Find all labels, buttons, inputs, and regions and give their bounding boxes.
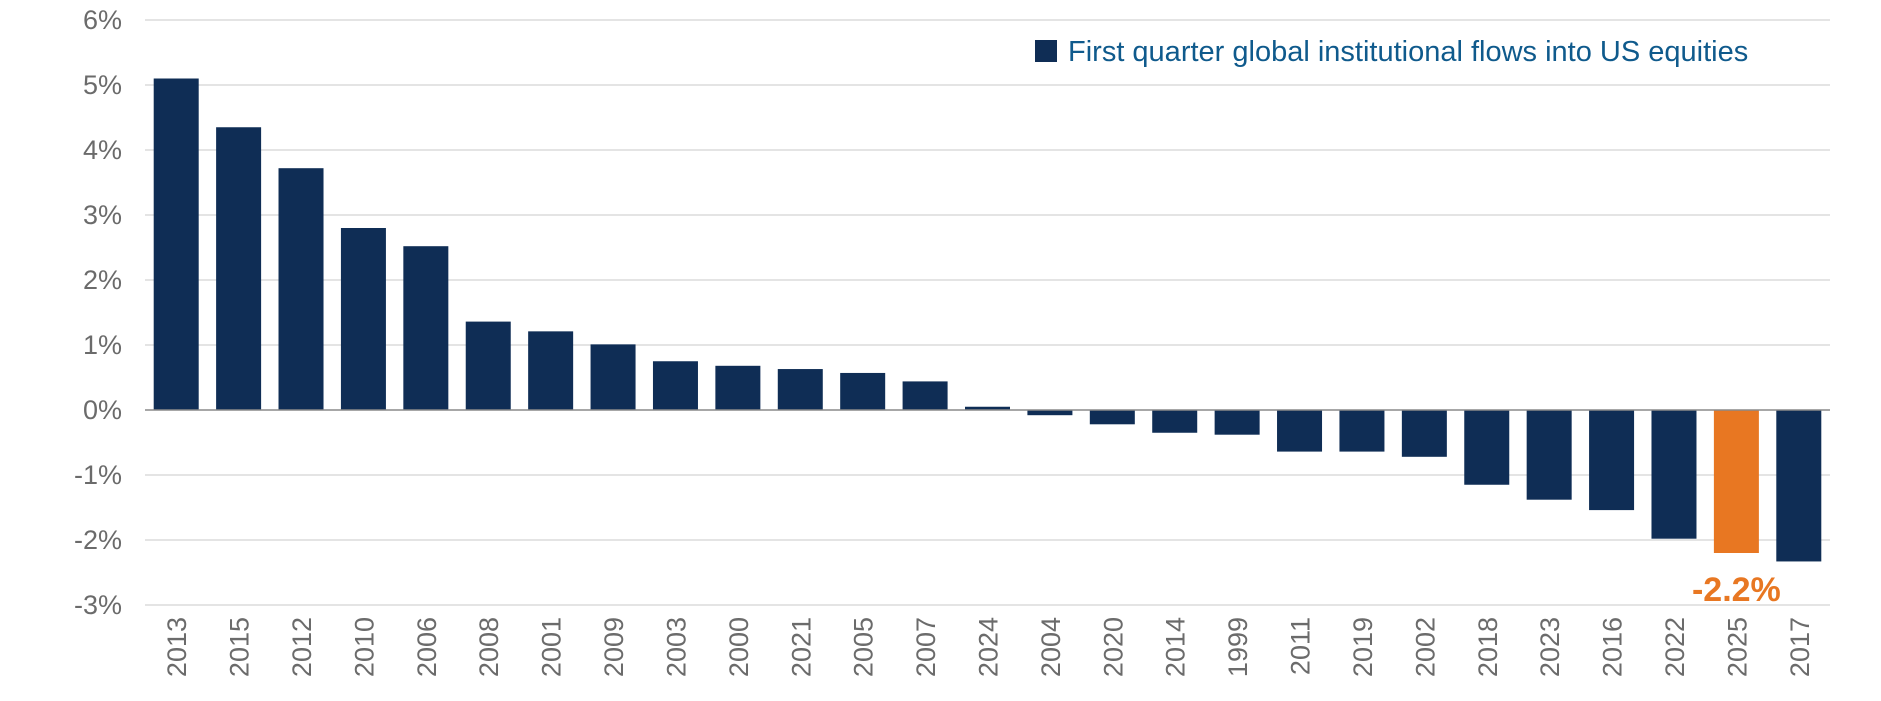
- x-tick-label: 2017: [1785, 617, 1815, 677]
- y-tick-label: 2%: [83, 265, 122, 295]
- bar-2011: [1277, 410, 1323, 452]
- x-tick-label: 2007: [911, 617, 941, 677]
- bar-2013: [153, 78, 199, 410]
- bar-2002: [1401, 410, 1447, 457]
- x-tick-label: 2014: [1161, 617, 1191, 677]
- y-tick-label: 1%: [83, 330, 122, 360]
- x-tick-label: 2001: [537, 617, 567, 677]
- bar-2010: [340, 228, 386, 410]
- bar-2017: [1776, 410, 1822, 562]
- bar-2012: [278, 168, 324, 410]
- bar-1999: [1214, 410, 1260, 435]
- bar-2006: [403, 246, 449, 410]
- highlight-callout-label: -2.2%: [1692, 571, 1781, 609]
- x-tick-label: 2019: [1348, 617, 1378, 677]
- bar-2005: [840, 372, 886, 410]
- y-tick-label: 0%: [83, 395, 122, 425]
- bar-2007: [902, 381, 948, 410]
- bar-2024: [965, 406, 1010, 410]
- bar-2016: [1589, 410, 1635, 511]
- bar-2009: [590, 344, 636, 410]
- x-tick-label: 2004: [1036, 617, 1066, 677]
- x-tick-label: 2018: [1473, 617, 1503, 677]
- x-tick-label: 2016: [1598, 617, 1628, 677]
- y-tick-label: -1%: [74, 460, 122, 490]
- bar-2015: [216, 127, 262, 410]
- gridlines: [145, 19, 1830, 606]
- bar-2001: [528, 331, 574, 410]
- x-tick-label: 2012: [287, 617, 317, 677]
- x-tick-label: 2003: [661, 617, 691, 677]
- x-tick-label: 2020: [1098, 617, 1128, 677]
- x-tick-label: 2024: [974, 617, 1004, 677]
- bar-2021: [777, 369, 823, 410]
- bar-2025: [1713, 410, 1759, 553]
- x-tick-label: 2008: [474, 617, 504, 677]
- y-tick-label: -2%: [74, 525, 122, 555]
- legend-label: First quarter global institutional flows…: [1068, 36, 1748, 68]
- bar-2014: [1152, 410, 1198, 433]
- x-tick-label: 2002: [1410, 617, 1440, 677]
- legend: First quarter global institutional flows…: [1035, 36, 1748, 68]
- y-tick-label: 3%: [83, 200, 122, 230]
- x-tick-label: 2015: [225, 617, 255, 677]
- y-tick-label: -3%: [74, 590, 122, 620]
- x-tick-label: 2005: [849, 617, 879, 677]
- y-axis-ticks: 6% 5% 4% 3% 2% 1% 0% -1% -2% -3%: [74, 5, 122, 620]
- y-tick-label: 4%: [83, 135, 122, 165]
- bar-2004: [1027, 410, 1073, 416]
- bar-2020: [1089, 410, 1135, 425]
- x-axis-ticks: 2013 2015 2012 2010 2006 2008 2001 2009 2003 2000…: [162, 617, 1815, 677]
- bar-2018: [1464, 410, 1510, 485]
- bar-2019: [1339, 410, 1385, 452]
- x-tick-label: 2009: [599, 617, 629, 677]
- bar-2003: [652, 361, 698, 410]
- y-tick-label: 6%: [83, 5, 122, 35]
- x-tick-label: 2022: [1660, 617, 1690, 677]
- y-tick-label: 5%: [83, 70, 122, 100]
- x-tick-label: 2025: [1722, 617, 1752, 677]
- bar-2023: [1526, 410, 1572, 500]
- bar-2022: [1651, 410, 1697, 539]
- x-tick-label: 2011: [1286, 617, 1316, 675]
- x-tick-label: 2010: [349, 617, 379, 677]
- x-tick-label: 1999: [1223, 617, 1253, 677]
- bar-2000: [715, 365, 761, 410]
- x-tick-label: 2000: [724, 617, 754, 677]
- x-tick-label: 2021: [786, 617, 816, 677]
- bar-2008: [465, 321, 511, 410]
- x-tick-label: 2013: [162, 617, 192, 677]
- legend-swatch: [1035, 40, 1057, 62]
- x-tick-label: 2006: [412, 617, 442, 677]
- x-tick-label: 2023: [1535, 617, 1565, 677]
- bars: [153, 78, 1822, 562]
